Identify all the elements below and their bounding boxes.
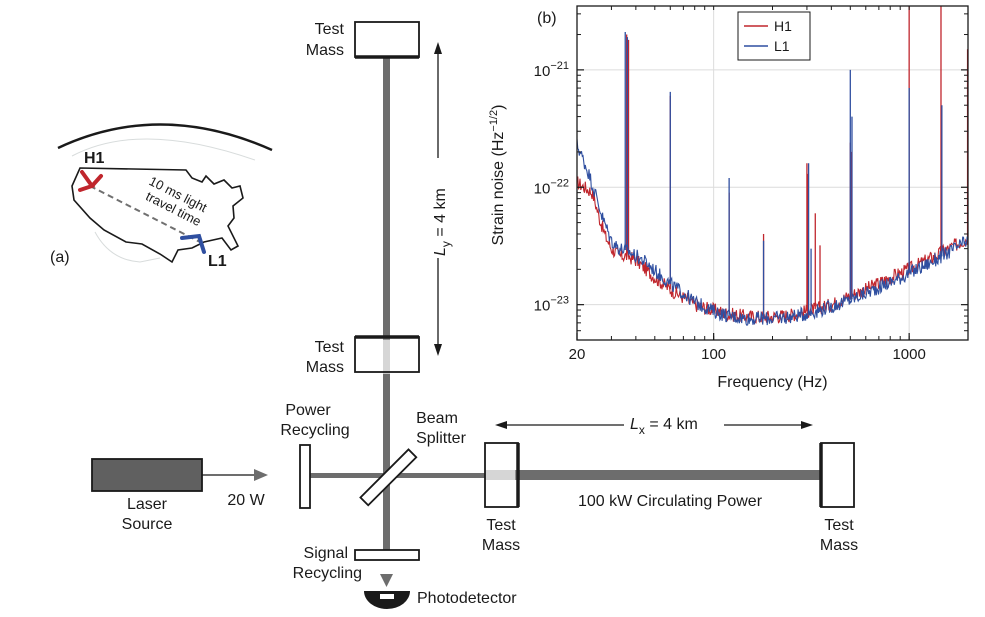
- y-tick-exponent: −21: [550, 60, 569, 72]
- laser-source-box: [91, 458, 203, 492]
- y-tick-label: 10−22: [534, 177, 569, 197]
- y-arm-beam: [383, 50, 390, 560]
- h1-detector-marker: [78, 170, 103, 192]
- canada-border-faint: [71, 138, 256, 161]
- panel-a-map: H1 L1 10 ms light travel time (a): [50, 123, 273, 270]
- x-tick-label: 100: [701, 346, 726, 363]
- beam-splitter-label-2: Splitter: [416, 430, 466, 447]
- panel-a-label: (a): [50, 249, 70, 266]
- ly-subscript: y: [439, 241, 453, 247]
- lx-symbol: L: [630, 416, 639, 433]
- ly-label-bg: [426, 158, 450, 258]
- lx-subscript: x: [639, 423, 645, 437]
- test-mass-top-label-2: Mass: [306, 42, 344, 59]
- power-recycling-label-1: Power: [285, 402, 331, 419]
- test-mass-near-y-label-2: Mass: [306, 359, 344, 376]
- interferometer-diagram: Ly = 4 km Lx = 4 km Test Mass Test Mass …: [91, 21, 858, 609]
- y-tick-base: 10: [534, 298, 551, 315]
- laser-source-label-2: Source: [122, 516, 173, 533]
- beam-splitter: [359, 448, 418, 507]
- x-tick-label: 20: [569, 346, 586, 363]
- ly-label: Ly = 4 km: [432, 188, 453, 256]
- x-tick-label: 1000: [892, 346, 925, 363]
- photodetector-label: Photodetector: [417, 590, 517, 607]
- y-axis-label: Strain noise (Hz−1/2): [488, 105, 507, 246]
- y-axis-label-close: ): [490, 105, 507, 110]
- x-arm-beam-light: [485, 470, 515, 480]
- test-mass-far-x-label-1: Test: [824, 517, 854, 534]
- test-mass-top: [354, 21, 420, 58]
- y-arm-beam-light: [383, 340, 390, 374]
- test-mass-near-x-label-2: Mass: [482, 537, 520, 554]
- signal-recycling-mirror: [354, 549, 420, 561]
- lx-arrow-left: [495, 421, 507, 429]
- panel-b-label: (b): [537, 10, 557, 27]
- ly-arrow-bottom: [434, 344, 442, 356]
- signal-recycling-label-1: Signal: [304, 545, 348, 562]
- ly-value: = 4 km: [432, 188, 449, 241]
- laser-source-label-1: Laser: [127, 496, 168, 513]
- test-mass-near-x-label-1: Test: [486, 517, 516, 534]
- ly-arrow-top: [434, 42, 442, 54]
- lx-value: = 4 km: [645, 416, 698, 433]
- test-mass-near-y: [354, 336, 420, 373]
- y-tick-label: 10−21: [534, 60, 569, 80]
- power-recycling-mirror: [299, 444, 311, 509]
- earth-horizon-arc: [57, 123, 273, 152]
- photodetector-arrowhead: [380, 574, 393, 587]
- svg-text:Strain noise (Hz−1/2): Strain noise (Hz−1/2): [488, 105, 507, 246]
- beam-splitter-label-1: Beam: [416, 410, 458, 427]
- series-layer: [577, 6, 968, 327]
- lx-arrow-right: [801, 421, 813, 429]
- y-axis-label-text: Strain noise (Hz: [490, 132, 507, 246]
- test-mass-near-y-label-1: Test: [315, 339, 345, 356]
- laser-power-label: 20 W: [227, 492, 265, 509]
- series-l1-line: [577, 138, 968, 327]
- test-mass-far-x: [820, 442, 855, 508]
- laser-arrowhead: [254, 469, 268, 481]
- ly-symbol: L: [432, 247, 449, 256]
- y-tick-exponent: −22: [550, 177, 569, 189]
- signal-recycling-label-2: Recycling: [293, 565, 362, 582]
- mexico-outline-faint: [94, 231, 161, 263]
- test-mass-top-label-1: Test: [315, 21, 345, 38]
- svg-text:Ly = 4 km: Ly = 4 km: [432, 188, 453, 256]
- test-mass-far-x-label-2: Mass: [820, 537, 858, 554]
- y-tick-exponent: −23: [550, 295, 569, 307]
- l1-label: L1: [208, 253, 227, 270]
- test-mass-near-x: [484, 442, 519, 508]
- plot-frame: [577, 6, 968, 340]
- photodetector-icon: [364, 591, 410, 609]
- y-tick-base: 10: [534, 63, 551, 80]
- power-recycling-label-2: Recycling: [280, 422, 349, 439]
- photodetector-window: [380, 594, 394, 599]
- x-arm-beam: [485, 470, 823, 480]
- legend-label-h1: H1: [774, 18, 792, 34]
- lx-label: Lx = 4 km: [630, 416, 698, 437]
- h1-label: H1: [84, 150, 105, 167]
- y-axis-label-sup: −1/2: [488, 110, 500, 132]
- lx-label-bg: [624, 410, 724, 432]
- y-tick-base: 10: [534, 180, 551, 197]
- legend-label-l1: L1: [774, 38, 790, 54]
- l1-detector-marker: [180, 233, 206, 254]
- legend-box: [737, 11, 811, 61]
- circulating-power-label: 100 kW Circulating Power: [578, 493, 763, 510]
- x-axis-label: Frequency (Hz): [717, 374, 827, 391]
- y-tick-label: 10−23: [534, 295, 569, 315]
- light-travel-path: [89, 185, 201, 243]
